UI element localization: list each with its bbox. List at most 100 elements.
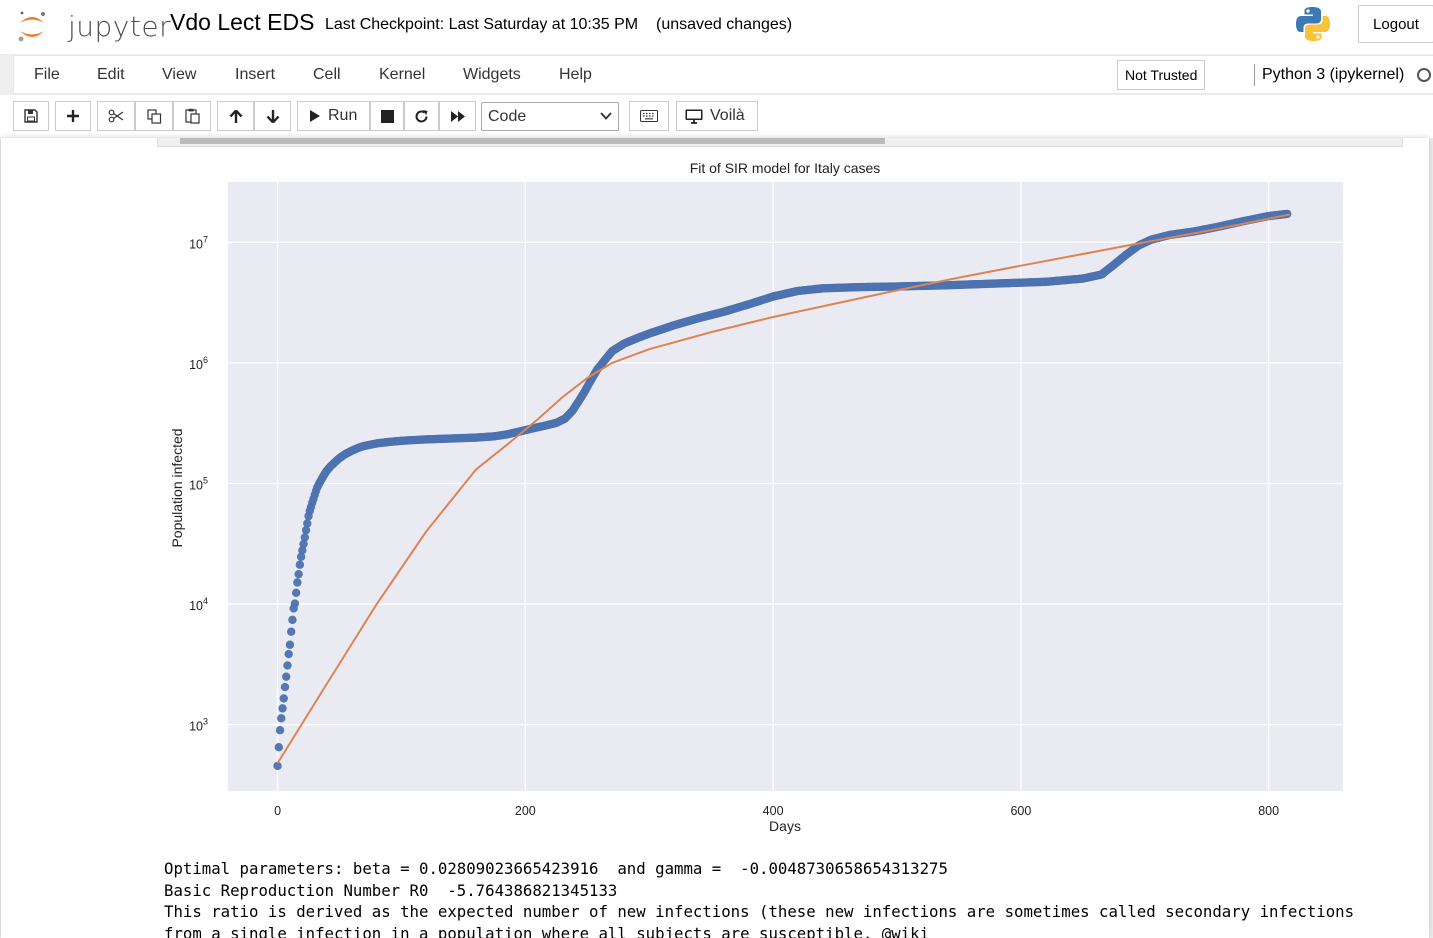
- kernel-separator: [1254, 64, 1255, 86]
- grid-layer: [228, 182, 1343, 791]
- data-point: [285, 640, 295, 649]
- x-axis-label: Days: [769, 818, 801, 834]
- kernel-name[interactable]: Python 3 (ipykernel): [1262, 66, 1405, 83]
- chart-title: Fit of SIR model for Italy cases: [690, 160, 881, 176]
- data-point: [286, 627, 296, 636]
- command-palette-button[interactable]: [629, 101, 669, 131]
- x-tick-label: 400: [763, 804, 784, 818]
- jupyter-logo-text: jupyter: [68, 10, 172, 43]
- menu-cell[interactable]: Cell: [313, 66, 341, 83]
- restart-kernel-button[interactable]: [404, 101, 439, 131]
- restart-run-all-button[interactable]: [439, 101, 476, 131]
- output-line: Optimal parameters: beta = 0.02809023665…: [164, 859, 948, 878]
- data-point: [288, 615, 297, 625]
- plot-area: [228, 182, 1343, 791]
- data-point: [299, 539, 308, 549]
- move-down-button[interactable]: [254, 101, 291, 131]
- data-point: [295, 560, 305, 569]
- data-point: [273, 761, 282, 771]
- menu-edit[interactable]: Edit: [97, 66, 125, 83]
- y-tick-labels: 103 104 105 106 107: [189, 234, 208, 733]
- y-axis-label: Population infected: [169, 428, 185, 547]
- sir-fit-chart: Fit of SIR model for Italy cases 0 200 400…: [169, 160, 1343, 834]
- interrupt-kernel-button[interactable]: [370, 101, 404, 131]
- copy-button[interactable]: [135, 101, 173, 131]
- output-line: This ratio is derived as the expected nu…: [164, 902, 1355, 921]
- data-point: [301, 525, 311, 535]
- menu-view[interactable]: View: [162, 66, 197, 83]
- cell-output-text: Optimal parameters: beta = 0.02809023665…: [164, 858, 1354, 938]
- data-point: [279, 694, 288, 703]
- kernel-idle-indicator-icon: [1417, 68, 1431, 82]
- scrollbar-thumb[interactable]: [180, 138, 885, 144]
- chevron-down-icon: [600, 112, 612, 120]
- jupyter-logo[interactable]: jupyter: [16, 6, 171, 46]
- data-point: [300, 533, 310, 542]
- fit-line: [276, 213, 1290, 764]
- data-point: [298, 546, 307, 555]
- arrow-down-icon: [266, 109, 279, 123]
- notebook-page: Fit of SIR model for Italy cases 0 200 400…: [1, 138, 1429, 938]
- x-tick-label: 800: [1258, 804, 1279, 818]
- data-point: [277, 714, 286, 723]
- data-point: [293, 578, 302, 587]
- run-label: Run: [328, 107, 358, 124]
- notebook-header: jupyter Vdo Lect EDS Last Checkpoint: La…: [0, 0, 1433, 54]
- cut-button[interactable]: [97, 101, 135, 131]
- output-horizontal-scrollbar[interactable]: [157, 138, 1403, 147]
- data-points-layer: [273, 209, 1292, 771]
- data-point: [291, 588, 301, 598]
- menu-file[interactable]: File: [34, 66, 60, 83]
- data-point: [294, 569, 303, 579]
- autosave-status: (unsaved changes): [656, 16, 793, 33]
- data-point: [296, 552, 306, 561]
- data-point: [280, 682, 290, 692]
- menu-kernel[interactable]: Kernel: [379, 66, 426, 83]
- notebook-title[interactable]: Vdo Lect EDS: [170, 9, 315, 35]
- y-tick-label: 107: [189, 234, 208, 251]
- data-point: [278, 704, 287, 713]
- voila-label: Voilà: [710, 107, 745, 124]
- keyboard-icon: [640, 110, 658, 122]
- save-button[interactable]: [13, 101, 49, 131]
- cell-type-value: Code: [488, 107, 527, 125]
- stop-icon: [380, 109, 394, 123]
- paste-button[interactable]: [173, 101, 211, 131]
- restart-icon: [415, 109, 428, 122]
- data-point: [282, 672, 291, 681]
- y-tick-label: 106: [189, 355, 208, 372]
- data-point: [275, 725, 285, 735]
- menu-help[interactable]: Help: [559, 66, 592, 83]
- plus-icon: [67, 110, 79, 122]
- data-point: [284, 649, 293, 659]
- scissors-icon: [108, 109, 124, 123]
- python-logo-icon: [1296, 7, 1330, 41]
- y-tick-label: 103: [189, 717, 208, 734]
- notebook-toolbar: Run Code Voilà: [0, 95, 1433, 138]
- not-trusted-button[interactable]: Not Trusted: [1117, 60, 1206, 90]
- paste-icon: [184, 108, 200, 124]
- voila-button[interactable]: Voilà: [676, 101, 758, 131]
- menubar: File Edit View Insert Cell Kernel Widget…: [13, 55, 1433, 94]
- data-point: [1283, 209, 1292, 219]
- play-icon: [310, 110, 320, 122]
- move-up-button[interactable]: [217, 101, 254, 131]
- copy-icon: [146, 108, 161, 124]
- output-line: Basic Reproduction Number R0 -5.76438682…: [164, 880, 618, 900]
- output-line: from a single infection in a population …: [164, 923, 930, 938]
- insert-cell-button[interactable]: [55, 101, 91, 131]
- data-point: [283, 661, 292, 670]
- checkpoint-status: Last Checkpoint: Last Saturday at 10:35 …: [325, 16, 639, 33]
- cell-type-select[interactable]: Code: [481, 102, 619, 131]
- x-tick-label: 600: [1010, 804, 1031, 818]
- jupyter-logo-icon: [18, 11, 45, 42]
- y-tick-label: 105: [189, 475, 208, 492]
- menu-widgets[interactable]: Widgets: [463, 66, 521, 83]
- data-point: [303, 519, 312, 528]
- arrow-up-icon: [229, 109, 242, 123]
- data-point: [274, 743, 283, 752]
- logout-button[interactable]: Logout: [1358, 5, 1433, 43]
- menu-insert[interactable]: Insert: [235, 66, 276, 83]
- run-button[interactable]: Run: [297, 101, 370, 131]
- desktop-icon: [685, 109, 703, 124]
